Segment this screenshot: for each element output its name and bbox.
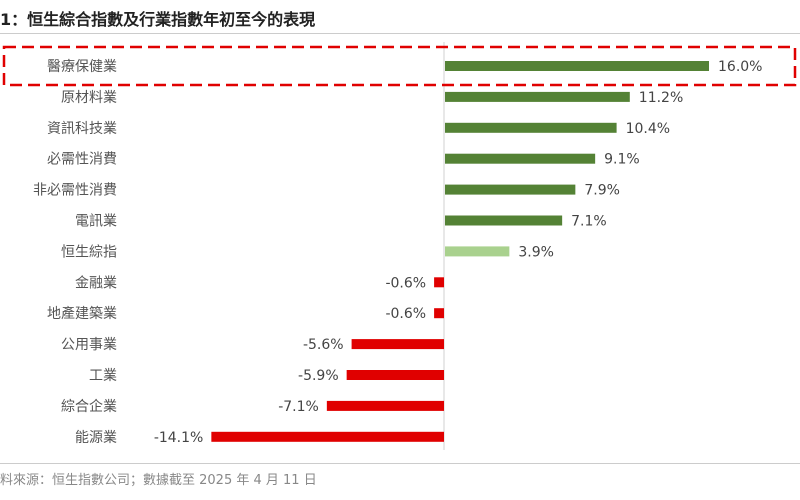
value-label: -5.9% <box>298 368 339 384</box>
category-label: 綜合企業 <box>61 398 117 415</box>
value-label: 16.0% <box>718 59 762 75</box>
category-label: 非必需性消費 <box>33 183 117 199</box>
category-label: 地產建築業 <box>47 305 117 322</box>
bar <box>445 184 576 195</box>
bar <box>434 277 444 288</box>
category-label: 醫療保健業 <box>47 58 117 75</box>
category-label: 工業 <box>89 368 117 384</box>
bar-chart: 醫療保健業 16.0% 原材料業 11.2% 資訊科技業 10.4% 必需性消費 9.1% 非必… <box>2 42 797 450</box>
category-label: 金融業 <box>75 275 117 291</box>
chart-title: 1：恒生綜合指數及行業指數年初至今的表現 <box>0 10 316 29</box>
bar <box>434 308 444 319</box>
bottom-divider <box>0 463 800 464</box>
value-label: -0.6% <box>385 306 426 322</box>
bar <box>445 122 617 133</box>
bar <box>351 339 444 350</box>
category-label: 能源業 <box>75 430 117 446</box>
category-label: 必需性消費 <box>47 152 117 168</box>
value-label: 10.4% <box>626 121 670 137</box>
category-label: 原材料業 <box>61 90 117 106</box>
value-label: 7.1% <box>571 214 607 230</box>
category-label: 公用事業 <box>61 337 117 353</box>
category-label: 恒生綜指 <box>61 244 117 260</box>
value-label: 9.1% <box>604 152 640 168</box>
value-label: 7.9% <box>584 183 620 199</box>
source-note: 料來源：恒生指數公司；數據截至 2025 年 4 月 11 日 <box>0 473 317 488</box>
bar <box>445 91 630 102</box>
highlight-box <box>2 45 797 87</box>
bar <box>346 370 444 380</box>
bar <box>445 215 563 226</box>
bar <box>445 246 510 257</box>
value-label: -14.1% <box>154 430 204 446</box>
value-label: -7.1% <box>278 399 319 415</box>
category-label: 資訊科技業 <box>47 121 117 137</box>
value-label: -5.6% <box>303 337 344 353</box>
bar <box>445 153 596 164</box>
value-label: -0.6% <box>385 275 426 291</box>
bar <box>326 400 444 411</box>
category-label: 電訊業 <box>75 214 117 230</box>
top-divider <box>0 33 800 34</box>
value-label: 11.2% <box>639 90 683 106</box>
value-label: 3.9% <box>518 244 554 260</box>
bar <box>445 61 709 71</box>
bar <box>211 431 444 442</box>
